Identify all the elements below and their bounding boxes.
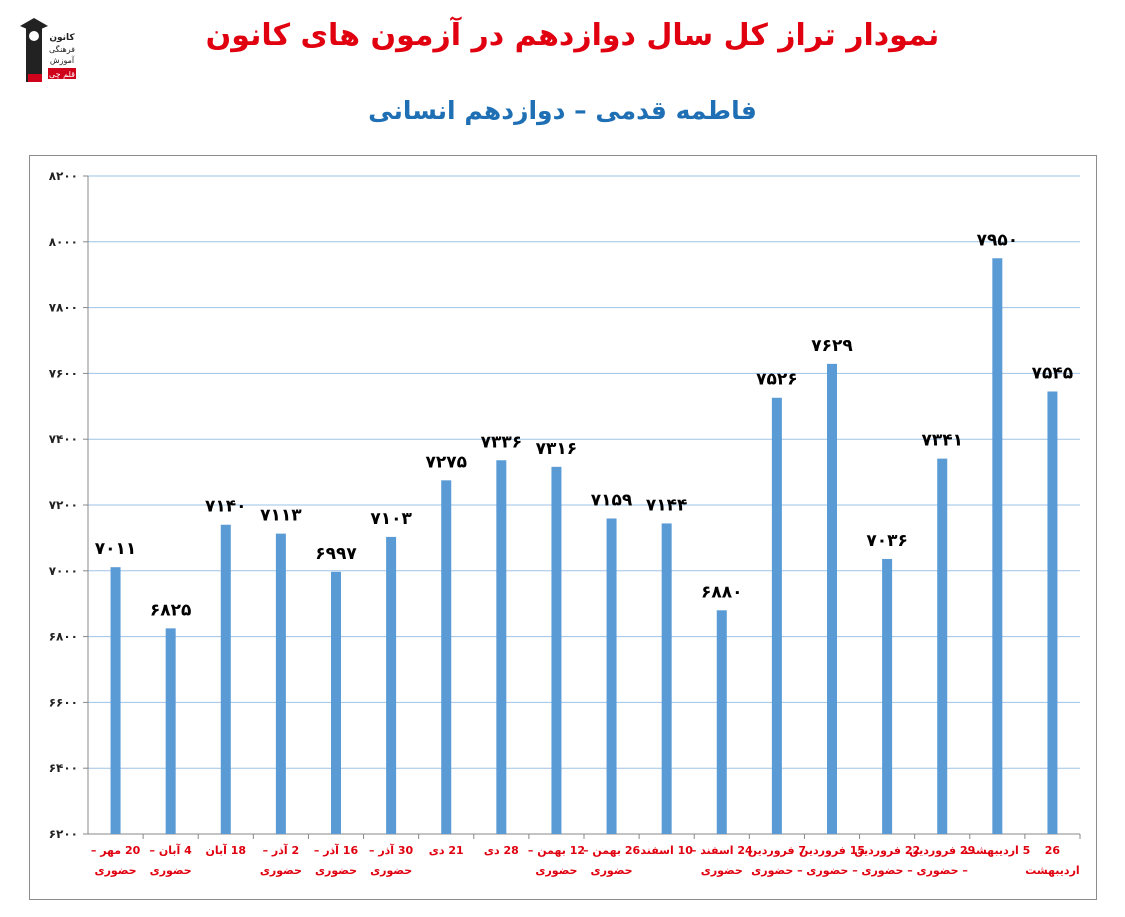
- data-label: ۷۳۱۶: [536, 439, 578, 459]
- bar: [110, 567, 121, 834]
- x-tick-label: 21 دی: [429, 844, 464, 857]
- data-label: ۷۱۰۳: [370, 509, 412, 529]
- data-label: ۷۵۴۵: [1032, 363, 1074, 383]
- bar-chart: ۶۲۰۰ ۶۴۰۰ ۶۶۰۰ ۶۸۰۰ ۷۰۰۰ ۷۲۰۰ ۷۴۰۰ ۷۶۰۰ ۷۸۰۰ ۸۰۰۰…: [49, 169, 1081, 877]
- x-tick-label: 28 دی: [484, 844, 519, 857]
- x-tick-label: حضوری: [370, 864, 412, 877]
- x-tick-label: 16 آذر –: [314, 843, 359, 857]
- bar: [882, 558, 893, 834]
- data-label: ۶۸۸۰: [701, 582, 743, 602]
- x-tick-label: حضوری: [701, 864, 743, 877]
- svg-text:کانون: کانون: [49, 33, 75, 43]
- x-tick-label: 22 فروردین: [854, 844, 920, 857]
- svg-text:آموزش: آموزش: [50, 55, 75, 65]
- bar: [496, 460, 507, 834]
- x-tick-label: 30 آذر –: [369, 843, 414, 857]
- bar: [661, 523, 672, 834]
- data-label: ۶۸۲۵: [150, 600, 192, 620]
- x-tick-label: 10 اسفند: [640, 844, 693, 857]
- x-tick-label: حضوری: [95, 864, 137, 877]
- bar: [992, 258, 1003, 834]
- bar: [716, 610, 727, 834]
- x-tick-label: – حضوری: [751, 864, 802, 877]
- svg-text:فرهنگی: فرهنگی: [49, 44, 75, 54]
- bar: [386, 536, 397, 834]
- y-tick-label: ۸۲۰۰: [49, 169, 78, 183]
- data-label: ۷۱۵۹: [591, 490, 633, 510]
- chart-area: ۶۲۰۰ ۶۴۰۰ ۶۶۰۰ ۶۸۰۰ ۷۰۰۰ ۷۲۰۰ ۷۴۰۰ ۷۶۰۰ ۷۸۰۰ ۸۰۰۰…: [29, 155, 1097, 900]
- y-tick-label: ۷۸۰۰: [49, 301, 78, 315]
- data-label: ۷۳۳۶: [481, 432, 523, 452]
- y-tick-label: ۶۲۰۰: [49, 827, 78, 841]
- bar: [275, 533, 286, 834]
- data-label: ۷۰۳۶: [866, 531, 908, 551]
- bar: [551, 466, 562, 834]
- data-label: ۷۳۴۱: [921, 431, 963, 451]
- x-tick-label: حضوری: [150, 864, 192, 877]
- svg-text:قلم چی: قلم چی: [49, 70, 75, 79]
- bar: [827, 363, 837, 834]
- x-tick-label: 7 فروردین: [748, 844, 806, 857]
- x-tick-label: 5 اردیبهشت: [964, 844, 1030, 857]
- y-tick-label: ۷۴۰۰: [49, 432, 78, 446]
- y-tick-label: ۸۰۰۰: [49, 235, 78, 249]
- y-tick-label: ۶۸۰۰: [49, 630, 78, 644]
- x-tick-label: حضوری: [591, 864, 633, 877]
- x-tick-label: 18 آبان: [205, 843, 246, 857]
- y-tick-label: ۷۰۰۰: [49, 564, 78, 578]
- x-tick-label: – حضوری: [917, 864, 968, 877]
- data-label: ۷۹۵۰: [977, 230, 1019, 250]
- bar: [165, 628, 176, 834]
- y-tick-label: ۶۴۰۰: [49, 761, 78, 775]
- data-label: ۷۱۱۳: [260, 506, 302, 526]
- chart-title: نمودار تراز کل سال دوازدهم در آزمون های …: [205, 18, 940, 53]
- y-tick-label: ۶۶۰۰: [49, 695, 78, 709]
- data-label: ۷۰۱۱: [95, 539, 137, 559]
- data-label: ۷۵۲۶: [756, 370, 798, 390]
- x-tick-label: 12 بهمن –: [528, 844, 585, 857]
- x-tick-label: 29 فروردین: [909, 844, 975, 857]
- x-tick-label: 26 بهمن –: [583, 844, 640, 857]
- x-tick-label: اردیبهشت: [1025, 864, 1079, 877]
- x-tick-label: حضوری: [260, 864, 302, 877]
- x-tick-label: 20 مهر –: [91, 844, 141, 857]
- y-tick-label: ۷۲۰۰: [49, 498, 78, 512]
- bar: [331, 571, 341, 834]
- x-tick-label: حضوری: [315, 864, 357, 877]
- bar: [441, 480, 452, 834]
- data-label: ۶۹۹۷: [315, 544, 357, 564]
- chart-subtitle: فاطمه قدمی – دوازدهم انسانی: [368, 96, 757, 125]
- x-tick-label: – حضوری: [806, 864, 857, 877]
- x-tick-label: 2 آذر –: [263, 843, 300, 857]
- x-tick-label: 24 اسفند –: [691, 844, 753, 857]
- y-tick-label: ۷۶۰۰: [49, 366, 78, 380]
- x-tick-label: 26: [1045, 844, 1061, 857]
- bar: [937, 458, 948, 834]
- data-label: ۷۱۴۰: [205, 497, 247, 517]
- bar: [771, 397, 782, 834]
- x-tick-label: – حضوری: [861, 864, 912, 877]
- bar: [606, 518, 617, 834]
- data-label: ۷۱۴۴: [646, 495, 688, 515]
- x-tick-label: حضوری: [535, 864, 577, 877]
- bar: [1047, 391, 1058, 834]
- x-tick-label: 15 فروردین: [799, 844, 865, 857]
- kanoon-logo: کانون فرهنگی آموزش قلم چی: [18, 12, 80, 86]
- x-tick-label: 4 آبان –: [150, 843, 193, 857]
- data-label: ۷۲۷۵: [425, 452, 467, 472]
- bar: [220, 524, 231, 834]
- data-label: ۷۶۲۹: [811, 336, 853, 356]
